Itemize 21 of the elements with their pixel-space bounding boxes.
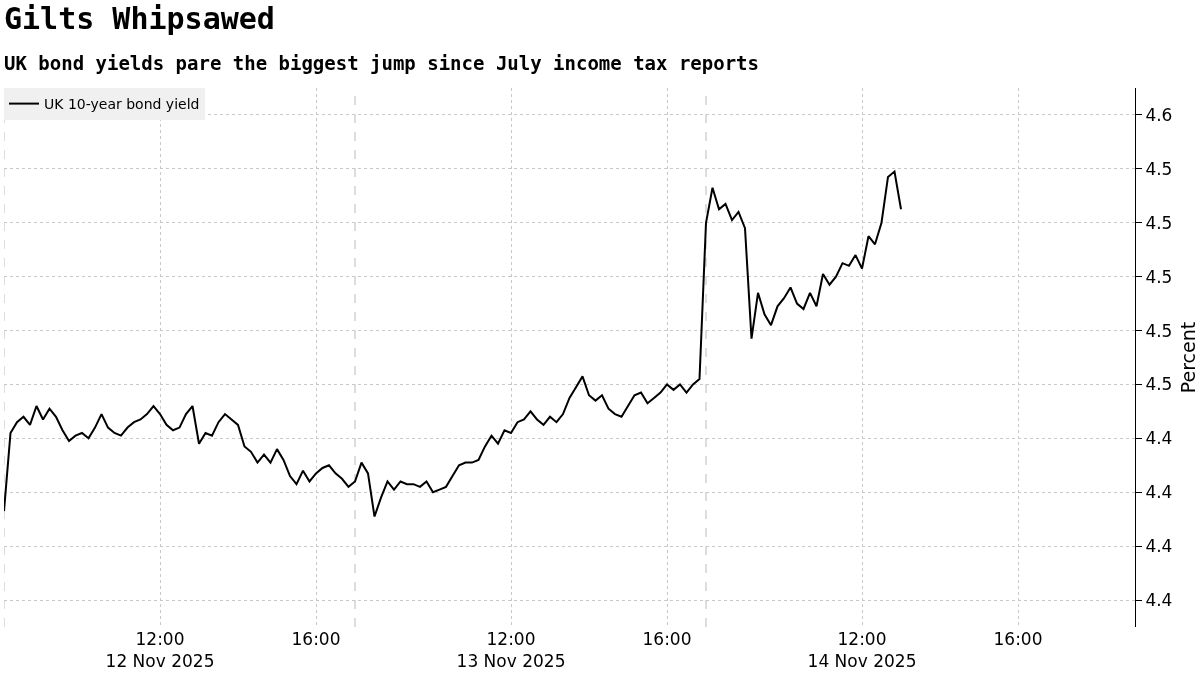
x-tick-label: 16:00 <box>642 629 692 649</box>
chart-subtitle: UK bond yields pare the biggest jump since July income tax reports <box>4 52 759 74</box>
y-tick-label: 4.5 <box>1145 320 1173 341</box>
chart-title: Gilts Whipsawed <box>4 1 275 36</box>
x-tick-label: 12:00 13 Nov 2025 <box>456 629 566 672</box>
x-tick-label: 12:00 12 Nov 2025 <box>105 629 215 672</box>
y-tick-label: 4.4 <box>1145 428 1173 449</box>
y-tick-label: 4.4 <box>1145 482 1173 503</box>
y-tick-label: 4.5 <box>1145 374 1173 395</box>
x-tick-label: 16:00 <box>993 629 1043 649</box>
y-tick-label: 4.5 <box>1145 212 1173 233</box>
x-tick-label: 16:00 <box>291 629 341 649</box>
y-tick-label: 4.5 <box>1145 266 1173 287</box>
y-axis-title: Percent <box>1177 321 1200 394</box>
x-tick-label: 12:00 14 Nov 2025 <box>807 629 917 672</box>
y-tick-label: 4.6 <box>1145 104 1173 125</box>
y-tick-label: 4.4 <box>1145 536 1173 557</box>
legend-label: UK 10-year bond yield <box>44 96 200 113</box>
y-tick-label: 4.4 <box>1145 590 1173 610</box>
line-series <box>4 170 902 518</box>
y-tick-label: 4.5 <box>1145 158 1173 179</box>
